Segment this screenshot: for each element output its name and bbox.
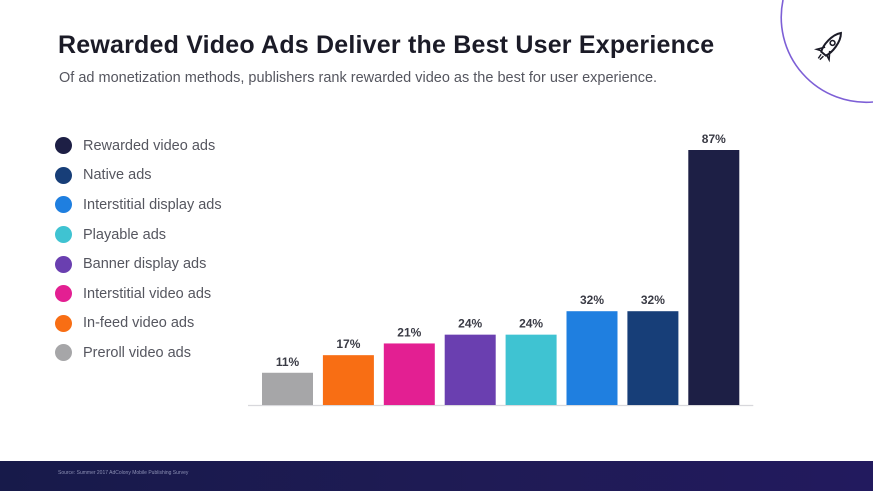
bar	[383, 343, 435, 405]
bar-value-label: 21%	[397, 325, 421, 339]
bar-value-label: 17%	[336, 337, 360, 351]
legend-item: Interstitial display ads	[55, 190, 222, 220]
footer-bar: Source: Summer 2017 AdColony Mobile Publ…	[0, 461, 873, 491]
chart-legend: Rewarded video ads Native ads Interstitial…	[55, 131, 222, 368]
bar	[322, 355, 374, 405]
legend-item: Interstitial video ads	[55, 279, 222, 309]
chart-title: Rewarded Video Ads Deliver the Best User…	[58, 31, 715, 59]
legend-swatch	[55, 344, 72, 362]
legend-item: Native ads	[55, 161, 222, 191]
legend-label: Banner display ads	[83, 256, 207, 273]
bar	[444, 334, 496, 405]
bar	[627, 311, 679, 405]
legend-label: Rewarded video ads	[83, 137, 216, 154]
bar-value-label: 32%	[641, 293, 665, 307]
bar-value-label: 24%	[519, 317, 543, 331]
bar	[566, 311, 618, 405]
bar-value-label: 24%	[458, 317, 482, 331]
legend-label: Preroll video ads	[83, 344, 191, 361]
bar-value-label: 11%	[276, 355, 300, 369]
legend-label: Interstitial video ads	[83, 285, 212, 302]
legend-label: Native ads	[83, 167, 152, 184]
bar-value-label: 87%	[702, 132, 726, 146]
legend-swatch	[55, 255, 72, 273]
legend-label: In-feed video ads	[83, 315, 195, 332]
legend-swatch	[55, 226, 72, 244]
legend-item: Rewarded video ads	[55, 131, 222, 161]
legend-item: Preroll video ads	[55, 338, 222, 368]
source-note: Source: Summer 2017 AdColony Mobile Publ…	[58, 470, 189, 476]
legend-item: In-feed video ads	[55, 309, 222, 339]
legend-item: Banner display ads	[55, 249, 222, 279]
legend-item: Playable ads	[55, 220, 222, 250]
legend-label: Interstitial display ads	[83, 196, 222, 213]
bar	[688, 150, 740, 405]
legend-swatch	[55, 137, 72, 155]
bar	[505, 334, 557, 405]
legend-swatch	[55, 166, 72, 184]
bar	[262, 372, 313, 405]
chart-subtitle: Of ad monetization methods, publishers r…	[59, 70, 658, 86]
legend-label: Playable ads	[83, 226, 167, 243]
legend-swatch	[55, 285, 72, 303]
legend-swatch	[55, 196, 72, 214]
bar-value-label: 32%	[580, 293, 604, 307]
legend-swatch	[55, 314, 72, 332]
